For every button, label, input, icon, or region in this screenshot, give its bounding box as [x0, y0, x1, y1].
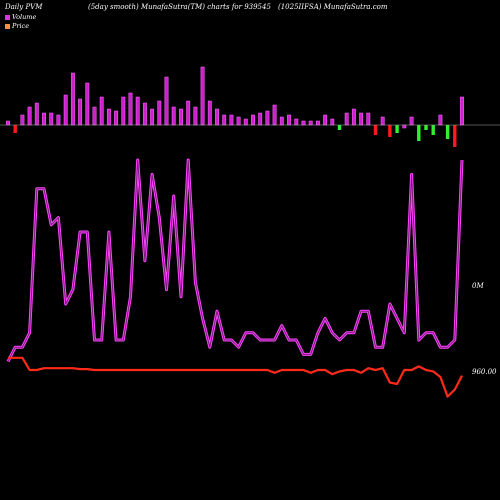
volume-bar	[70, 72, 75, 126]
volume-bar	[243, 118, 248, 126]
price-volume-lines	[6, 158, 464, 398]
volume-bar	[106, 108, 111, 126]
volume-bar	[236, 116, 241, 126]
volume-bar	[395, 125, 399, 133]
volume-bar	[272, 104, 277, 126]
legend-volume: Volume	[5, 13, 36, 21]
volume-bar	[279, 116, 284, 126]
volume-bar	[42, 112, 46, 126]
legend-price-label: Price	[12, 22, 30, 30]
volume-bar	[215, 108, 219, 126]
volume-bar	[99, 96, 104, 126]
volume-bar	[258, 112, 263, 126]
volume-axis-label: 0M	[472, 282, 484, 290]
volume-bar	[179, 108, 183, 126]
volume-bar	[114, 110, 119, 126]
volume-bar	[330, 118, 335, 126]
site-label: (1025IIFSA) MunafaSutra.com	[278, 3, 388, 11]
volume-bar	[63, 94, 68, 126]
volume-bar	[128, 92, 133, 126]
volume-bar	[6, 120, 10, 126]
volume-bar	[308, 120, 313, 126]
volume-bar	[294, 118, 299, 126]
volume-bar	[366, 112, 371, 126]
volume-bar	[222, 114, 227, 126]
volume-bar	[193, 106, 198, 126]
chart-type-label: Daily PVM	[5, 3, 43, 11]
volume-bar	[27, 106, 32, 126]
volume-bar	[417, 125, 421, 141]
volume-bar	[13, 125, 17, 133]
volume-bar	[251, 114, 255, 126]
volume-bar	[431, 125, 435, 135]
volume-bar	[142, 102, 147, 126]
volume-bar	[315, 120, 320, 126]
volume-bar	[337, 125, 342, 130]
volume-bar	[20, 114, 25, 126]
volume-bar	[301, 120, 306, 126]
volume-bar	[164, 76, 169, 126]
volume-bar	[351, 108, 356, 126]
volume-bar	[157, 100, 162, 126]
volume-bar	[92, 106, 97, 126]
volume-bar	[344, 112, 349, 126]
volume-bar	[200, 66, 205, 126]
volume-bar	[150, 108, 155, 126]
volume-bar	[121, 96, 126, 126]
volume-bar	[49, 112, 54, 126]
volume-bar	[388, 125, 392, 137]
volume-bar	[453, 125, 457, 147]
volume-bar	[34, 102, 39, 126]
legend-price-swatch	[5, 23, 10, 29]
volume-bar	[56, 114, 61, 126]
legend-volume-label: Volume	[12, 13, 37, 21]
volume-bar	[424, 125, 428, 130]
volume-bar	[265, 110, 270, 126]
volume-bars	[6, 66, 464, 147]
volume-bar	[359, 112, 364, 126]
volume-bar	[135, 96, 140, 126]
volume-bar	[186, 100, 191, 126]
volume-bar	[402, 124, 407, 129]
volume-bar	[438, 114, 443, 126]
volume-bar	[287, 114, 291, 126]
volume-bar	[78, 98, 83, 126]
volume-bar	[373, 125, 378, 135]
volume-bar	[445, 125, 450, 139]
volume-bar	[323, 114, 328, 126]
legend-volume-swatch	[5, 14, 10, 20]
volume-bar	[380, 116, 385, 126]
volume-bar	[460, 96, 464, 126]
price-line	[8, 356, 463, 398]
volume-bar	[207, 100, 212, 126]
volume-bar	[409, 116, 414, 126]
volume-line-core	[7, 159, 463, 362]
price-axis-label: 960.00	[472, 368, 497, 376]
volume-bar	[85, 82, 90, 126]
legend-price: Price	[5, 22, 29, 30]
chart-subtitle: (5day smooth) MunafaSutra(TM) charts for…	[88, 3, 271, 11]
volume-bar	[171, 106, 176, 126]
volume-bar	[229, 114, 234, 126]
